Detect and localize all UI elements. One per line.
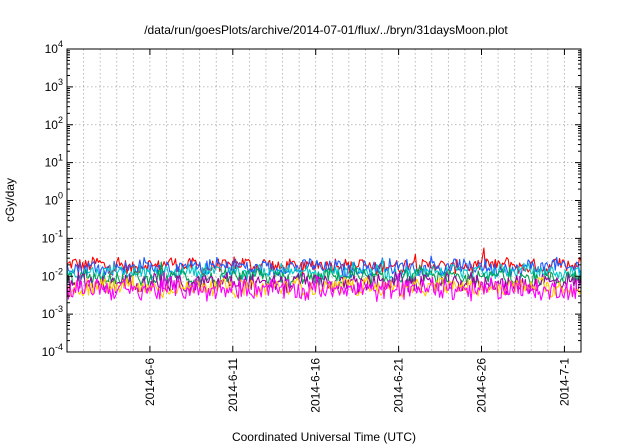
x-tick-label: 2014-6-6 xyxy=(143,358,157,406)
chart-title: /data/run/goesPlots/archive/2014-07-01/f… xyxy=(144,23,508,37)
y-tick-label: 10-4 xyxy=(42,342,63,359)
y-tick-label: 101 xyxy=(45,153,63,170)
x-axis-label: Coordinated Universal Time (UTC) xyxy=(232,430,416,444)
x-tick-label: 2014-7-1 xyxy=(557,358,571,406)
y-tick-label: 102 xyxy=(45,115,63,132)
x-tick-label: 2014-6-21 xyxy=(392,358,406,413)
axis-ticks: 10-4 10-3 10-2 10-1 100 101 102 103 104 2014-6-6 2… xyxy=(42,39,581,413)
x-tick-label: 2014-6-16 xyxy=(309,358,323,413)
series-line xyxy=(66,271,582,303)
grid-lines xyxy=(67,49,581,352)
y-tick-label: 100 xyxy=(45,191,63,208)
y-tick-label: 103 xyxy=(45,77,63,94)
y-tick-label: 10-1 xyxy=(42,228,63,245)
y-tick-label: 10-2 xyxy=(42,266,63,283)
series-group xyxy=(66,247,582,303)
y-axis-label: cGy/day xyxy=(3,178,17,222)
series-line xyxy=(66,261,582,288)
y-tick-label: 10-3 xyxy=(42,304,63,321)
y-tick-label: 104 xyxy=(45,39,63,56)
x-tick-label: 2014-6-26 xyxy=(475,358,489,413)
x-tick-label: 2014-6-11 xyxy=(226,358,240,412)
series-line xyxy=(66,258,582,282)
